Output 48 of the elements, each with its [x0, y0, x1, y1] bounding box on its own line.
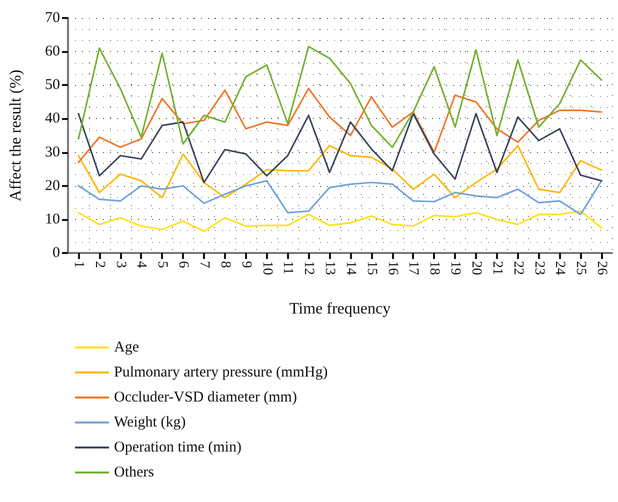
- x-tick-label: 17: [406, 261, 421, 275]
- x-tick-label: 18: [426, 261, 442, 275]
- x-tick-label: 14: [342, 261, 358, 275]
- x-tick-label: 1: [70, 261, 86, 268]
- y-axis-title: Affect the result (%): [8, 70, 24, 202]
- x-tick-label: 8: [217, 261, 232, 268]
- legend-label: Weight (kg): [114, 414, 186, 430]
- x-tick-label: 15: [364, 261, 379, 275]
- line-series: [78, 112, 602, 184]
- x-tick-label: 23: [531, 261, 546, 275]
- x-tick-label: 13: [322, 261, 338, 275]
- line-series: [78, 210, 602, 232]
- x-tick-label: 20: [468, 261, 484, 275]
- y-tick-label: 60: [45, 44, 60, 60]
- x-tick-label: 26: [594, 261, 610, 275]
- x-tick-label: 6: [176, 261, 191, 268]
- y-tick-label: 10: [45, 211, 60, 228]
- y-tick-label: 30: [45, 144, 60, 160]
- x-tick-label: 12: [301, 261, 316, 275]
- x-tick-label: 11: [280, 261, 296, 274]
- x-tick-label: 9: [238, 261, 254, 268]
- x-axis-title: Time frequency: [289, 300, 391, 318]
- x-tick-label: 2: [92, 261, 107, 268]
- x-tick-label: 19: [448, 261, 463, 275]
- line-series: [78, 144, 602, 198]
- x-tick-label: 5: [154, 261, 170, 268]
- legend-label: Others: [114, 464, 154, 480]
- legend-label: Operation time (min): [114, 440, 242, 456]
- x-tick-label: 16: [384, 261, 400, 275]
- y-tick-label: 20: [45, 178, 60, 194]
- y-tick-label: 50: [45, 77, 60, 94]
- x-tick-label: 7: [196, 261, 212, 268]
- y-tick-label: 40: [45, 110, 60, 127]
- x-tick-label: 21: [489, 261, 504, 275]
- x-tick-label: 4: [134, 261, 149, 268]
- y-tick-label: 70: [45, 10, 60, 26]
- x-tick-label: 25: [573, 261, 588, 275]
- legend-label: Occluder-VSD diameter (mm): [114, 390, 297, 406]
- line-series: [78, 180, 602, 216]
- line-series: [78, 46, 602, 148]
- x-tick-label: 22: [510, 261, 526, 275]
- legend-label: Pulmonary artery pressure (mmHg): [114, 364, 328, 380]
- line-series: [78, 88, 602, 164]
- x-tick-label: 24: [552, 261, 568, 275]
- legend-label: Age: [114, 340, 140, 356]
- x-tick-label: 10: [259, 261, 274, 275]
- y-tick-label: 0: [52, 245, 60, 261]
- x-tick-label: 3: [112, 261, 128, 268]
